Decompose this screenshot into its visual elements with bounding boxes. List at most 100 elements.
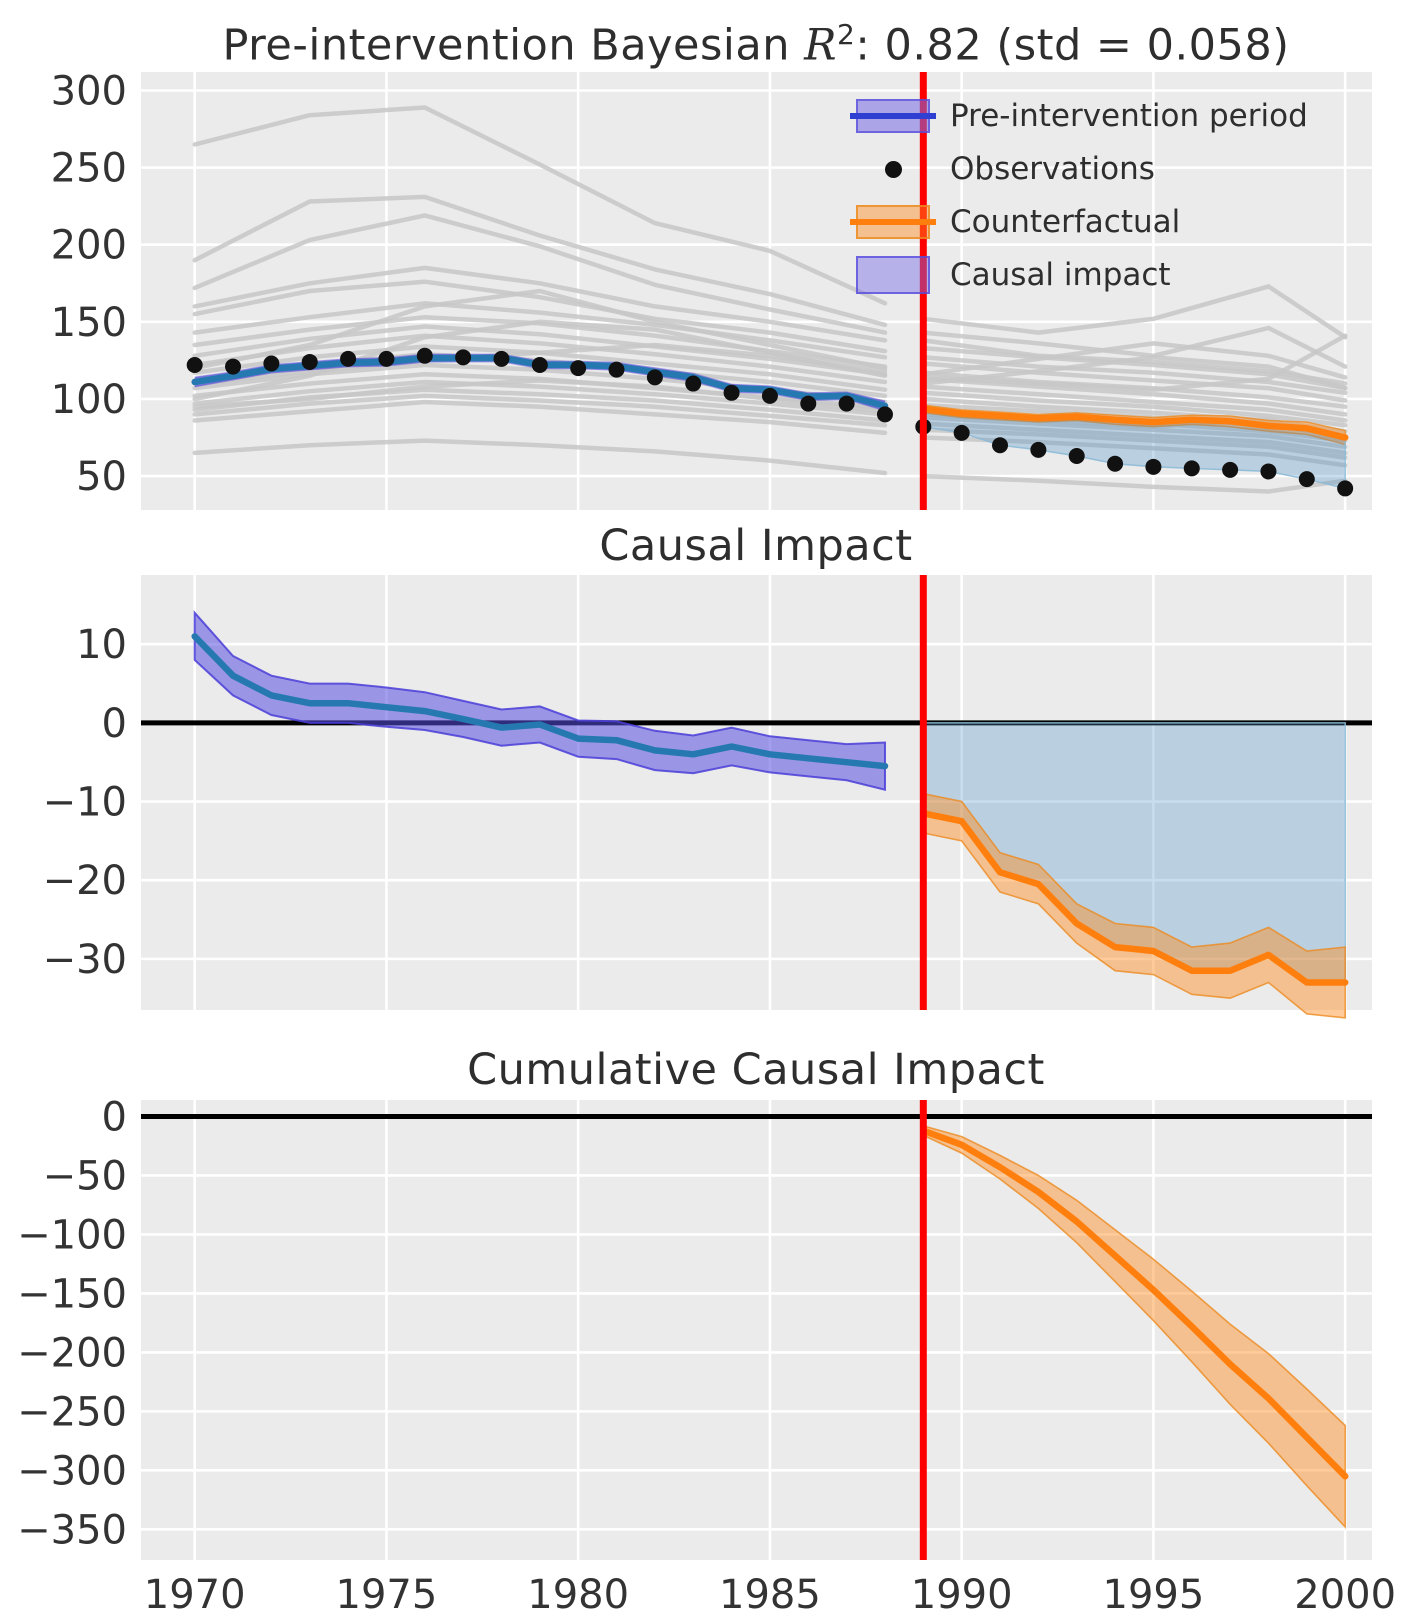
control-line xyxy=(921,415,1348,450)
y-tick-label: −100 xyxy=(17,1212,127,1258)
observation-dot xyxy=(340,350,357,367)
y-tick-label: −50 xyxy=(43,1153,127,1199)
observation-dot xyxy=(225,358,242,375)
observation-dot xyxy=(263,355,280,372)
y-tick-label: −200 xyxy=(17,1330,127,1376)
observation-dot xyxy=(1030,441,1047,458)
y-tick-label: −300 xyxy=(17,1448,127,1494)
pre-intervention-band-icon xyxy=(850,99,936,133)
control-line xyxy=(192,438,888,476)
observation-dot xyxy=(876,406,893,423)
x-tick-label: 1970 xyxy=(144,1572,246,1618)
legend-item-counterfactual: Counterfactual xyxy=(850,202,1308,242)
observation-dot xyxy=(1260,463,1277,480)
x-tick-label: 2000 xyxy=(1294,1572,1396,1618)
x-tick-label: 1975 xyxy=(336,1572,438,1618)
impact-line-pre xyxy=(191,633,889,770)
control-line xyxy=(921,421,1348,456)
observation-dot xyxy=(493,350,510,367)
observation-dot xyxy=(800,395,817,412)
control-line xyxy=(192,333,888,385)
observation-dot xyxy=(301,353,318,370)
control-line xyxy=(192,194,888,328)
panel-cumulative-causal-impact: 0 −50 −100 −150 −200 −250 −300 −350 1970 1975 1980… xyxy=(17,1095,1396,1618)
observation-dot xyxy=(1183,460,1200,477)
legend-item-pre-intervention: Pre-intervention period xyxy=(850,96,1308,136)
observation-dot xyxy=(570,360,587,377)
observation-dot xyxy=(1337,480,1354,497)
counterfactual-line xyxy=(920,405,1349,441)
y-tick-label: −10 xyxy=(43,780,127,826)
observation-dot xyxy=(531,357,548,374)
x-tick-label: 1985 xyxy=(719,1572,821,1618)
panel-background xyxy=(141,575,1372,1010)
y-tick-label: 100 xyxy=(51,377,127,423)
control-line xyxy=(192,265,888,343)
observation-dot xyxy=(685,375,702,392)
control-line xyxy=(921,333,1348,392)
y-tick-label: −20 xyxy=(43,858,127,904)
panel-pre-intervention-fit: 300 250 200 150 100 50 xyxy=(51,69,1372,510)
observation-dot xyxy=(723,384,740,401)
observation-dot xyxy=(953,424,970,441)
cumulative-line xyxy=(920,1127,1349,1480)
y-tick-label: 200 xyxy=(51,223,127,269)
cumulative-band xyxy=(922,1124,1346,1530)
control-line xyxy=(192,319,888,402)
control-line xyxy=(192,399,888,436)
control-line xyxy=(192,213,888,335)
observation-dot xyxy=(1145,458,1162,475)
observation-dot xyxy=(1298,471,1315,488)
y-tick-label: 150 xyxy=(51,300,127,346)
control-line xyxy=(192,288,888,371)
legend: Pre-intervention period Observations Cou… xyxy=(850,96,1308,295)
legend-item-causal-impact: Causal impact xyxy=(856,255,1308,295)
control-line xyxy=(192,342,888,386)
observation-dot xyxy=(186,357,203,374)
panel-causal-impact: 10 0 −10 −20 −30 xyxy=(43,575,1372,1019)
control-line xyxy=(192,105,888,306)
control-line xyxy=(921,284,1348,340)
y-tick-label: 0 xyxy=(102,701,127,747)
r-squared-exponent: 2 xyxy=(837,18,856,51)
impact-line-post xyxy=(920,810,1349,986)
title-prefix: Pre-intervention Bayesian xyxy=(222,20,805,71)
y-tick-label: 50 xyxy=(76,454,127,500)
legend-label: Causal impact xyxy=(950,257,1171,293)
r-squared-symbol: R xyxy=(804,20,838,71)
y-tick-label: −150 xyxy=(17,1271,127,1317)
legend-label: Observations xyxy=(950,151,1155,187)
observation-dot xyxy=(608,361,625,378)
control-line xyxy=(921,473,1348,494)
y-tick-label: 0 xyxy=(102,1095,127,1141)
observation-dot xyxy=(992,437,1009,454)
control-line xyxy=(921,427,1348,460)
x-tick-label: 1980 xyxy=(527,1572,629,1618)
y-tick-label: −30 xyxy=(43,937,127,983)
observation-dot xyxy=(646,369,663,386)
control-line xyxy=(192,393,888,428)
panel-3-title: Cumulative Causal Impact xyxy=(467,1045,1045,1095)
legend-label: Counterfactual xyxy=(950,204,1181,240)
x-tick-label: 1990 xyxy=(911,1572,1013,1618)
panel-1-title: Pre-intervention Bayesian R2: 0.82 (std … xyxy=(222,18,1289,70)
observation-dot xyxy=(1222,461,1239,478)
x-tick-label: 1995 xyxy=(1103,1572,1205,1618)
y-tick-label: 10 xyxy=(76,622,127,668)
control-line xyxy=(192,301,888,360)
observations-dot-icon xyxy=(856,152,930,186)
counterfactual-band-icon xyxy=(850,205,936,239)
control-line xyxy=(192,279,888,354)
title-suffix: : 0.82 (std = 0.058) xyxy=(855,20,1290,71)
legend-item-observations: Observations xyxy=(856,149,1308,189)
control-line xyxy=(921,345,1348,391)
observation-dot xyxy=(455,349,472,366)
y-tick-label: 300 xyxy=(51,69,127,115)
observation-dot xyxy=(761,387,778,404)
impact-band-post xyxy=(922,792,1346,1019)
control-line xyxy=(921,384,1348,423)
observation-dot xyxy=(416,347,433,364)
control-line xyxy=(921,361,1348,403)
y-tick-label: 250 xyxy=(51,146,127,192)
